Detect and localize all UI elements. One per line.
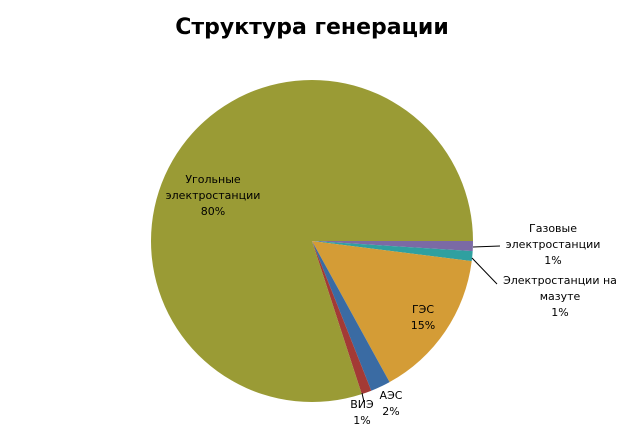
slice-value: 15% bbox=[410, 319, 436, 332]
slice-category: Газовые электростанции bbox=[505, 222, 601, 251]
leader-line bbox=[471, 257, 498, 285]
slice-category: Угольные электростанции bbox=[165, 173, 261, 202]
slice-category: Электростанции на мазуте bbox=[503, 274, 617, 303]
pie-slice bbox=[150, 79, 473, 402]
data-label: ВИЭ 1% bbox=[342, 397, 382, 429]
pie-slice bbox=[312, 241, 372, 395]
leader-line bbox=[361, 392, 365, 403]
slice-category: АЭС bbox=[379, 389, 403, 402]
data-label: ГЭС 15% bbox=[403, 302, 443, 334]
leader-line bbox=[472, 245, 501, 248]
data-label: Угольные электростанции 80% bbox=[158, 172, 268, 220]
pie-slice bbox=[312, 241, 390, 391]
slice-value: 2% bbox=[382, 405, 400, 418]
chart-title: Структура генерации bbox=[175, 15, 449, 40]
slice-value: 1% bbox=[551, 306, 569, 319]
data-label: Электростанции на мазуте 1% bbox=[498, 273, 623, 321]
slice-value: 1% bbox=[544, 254, 562, 267]
data-label: АЭС 2% bbox=[371, 388, 411, 420]
pie bbox=[150, 79, 473, 402]
pie-slice bbox=[312, 241, 472, 383]
pie-slice bbox=[312, 241, 473, 252]
data-label: Газовые электростанции 1% bbox=[488, 221, 618, 269]
pie-slice bbox=[312, 241, 473, 262]
slice-category: ГЭС bbox=[411, 303, 435, 316]
slice-value: 80% bbox=[200, 205, 226, 218]
slice-value: 1% bbox=[353, 414, 371, 427]
slice-category: ВИЭ bbox=[350, 398, 374, 411]
